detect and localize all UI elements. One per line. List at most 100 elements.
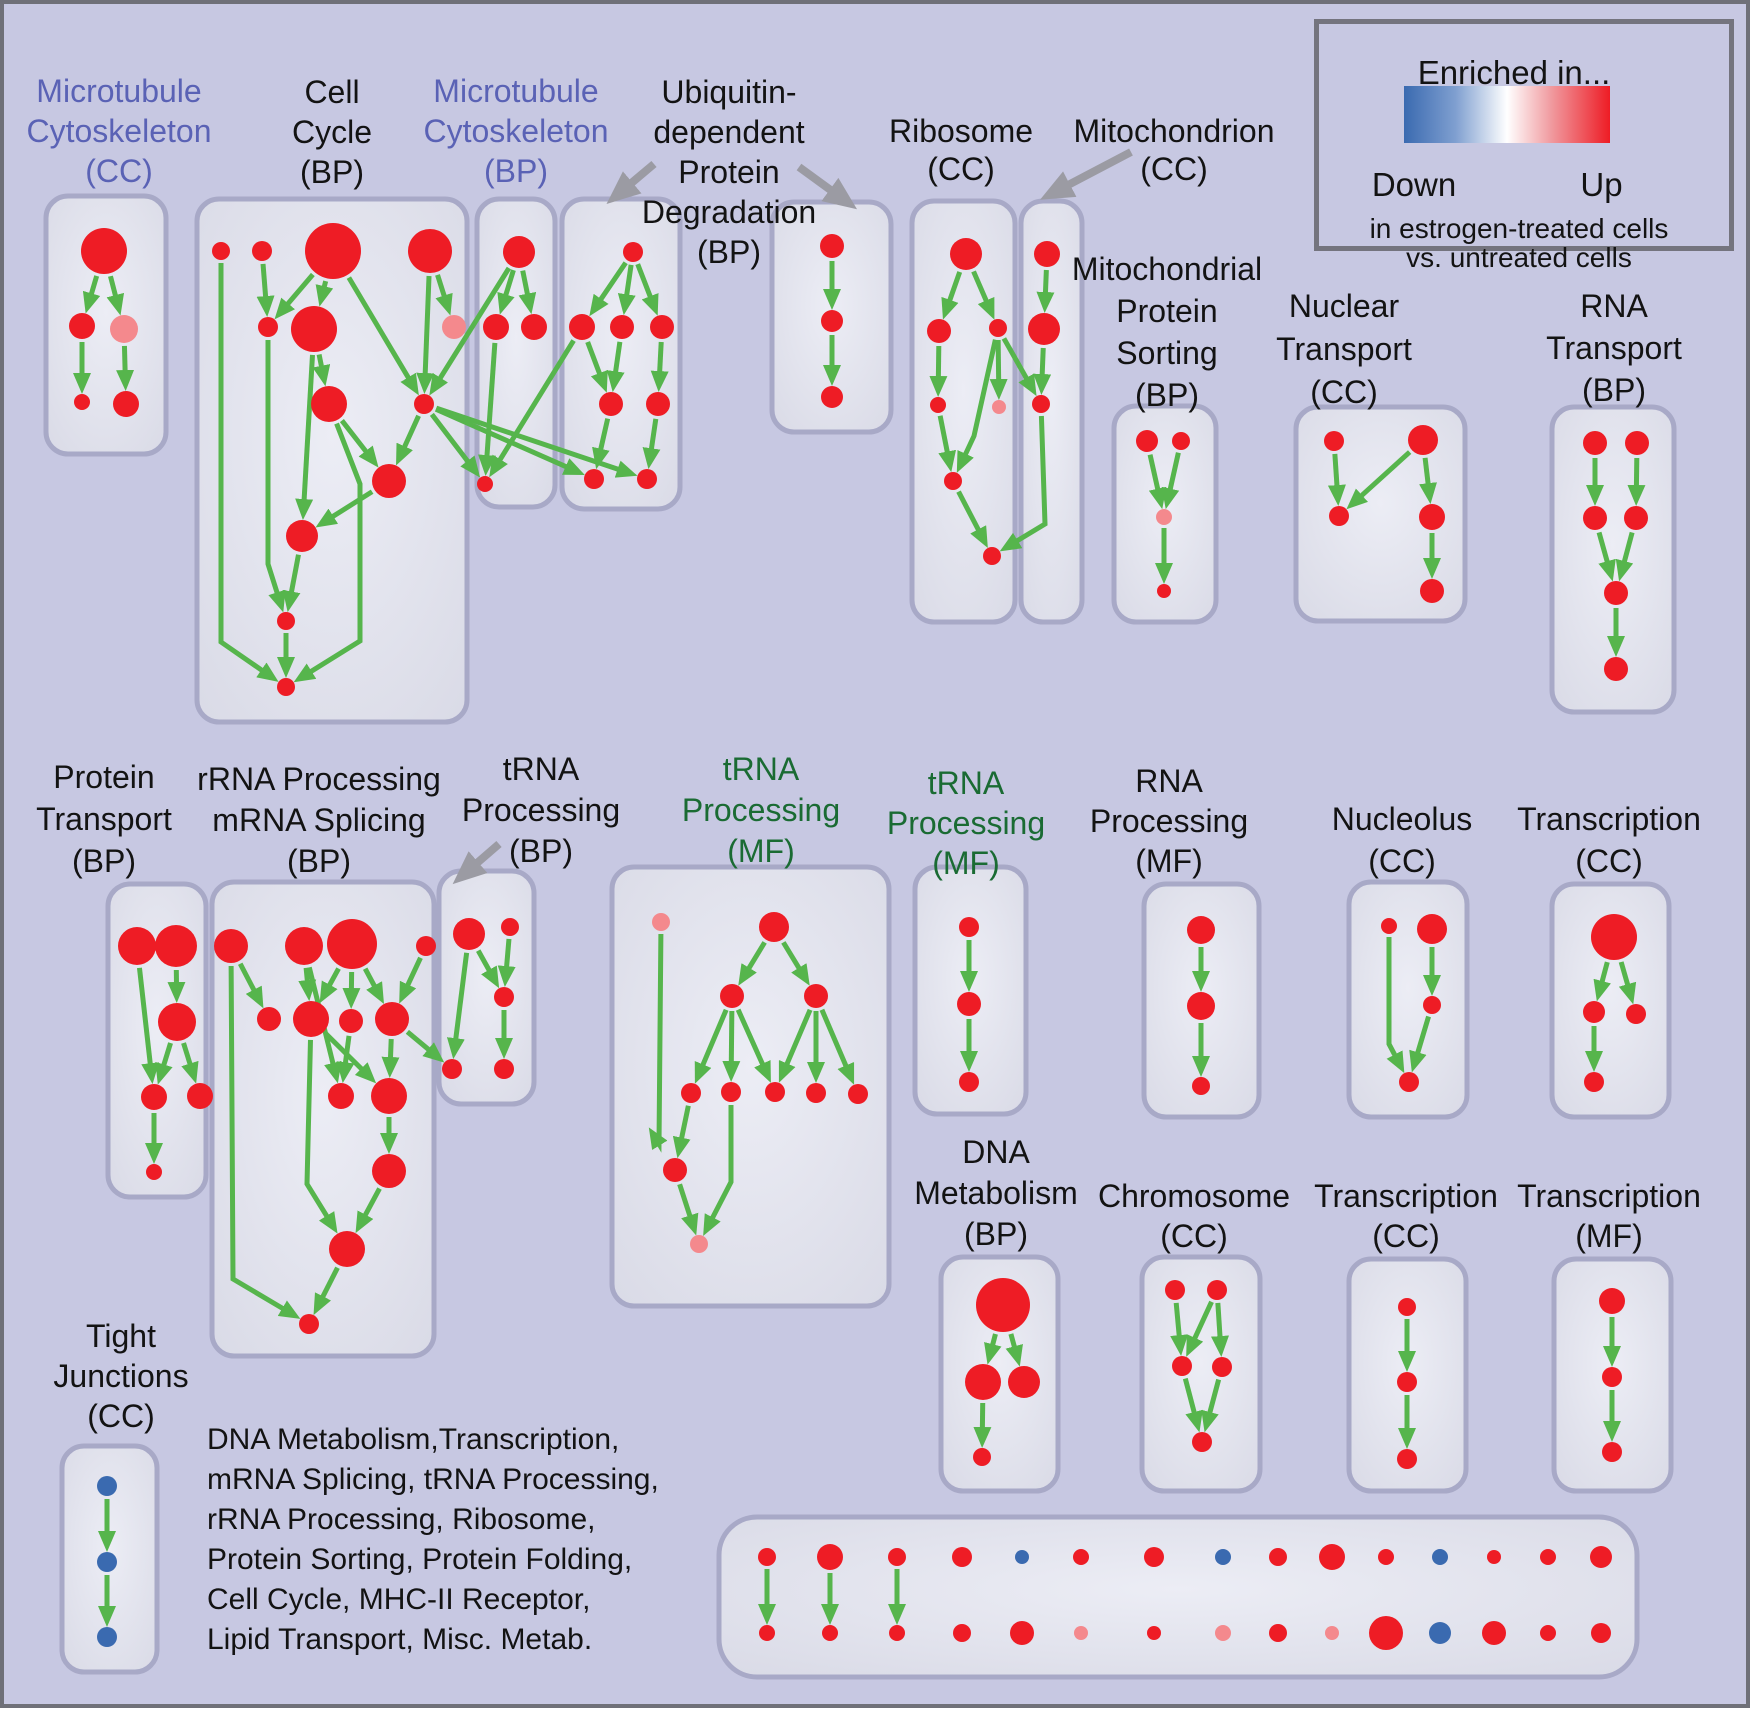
edge-nuctrans-1-2 — [1346, 450, 1412, 510]
edge-rrna-0-12 — [228, 965, 301, 1319]
gene-node-trnamf1-4 — [681, 1083, 701, 1103]
gene-node-tightjunc-1 — [97, 1552, 117, 1572]
gene-node-mtbp-2 — [521, 314, 547, 340]
gene-node-bottombox-13 — [1147, 1626, 1161, 1640]
gene-node-rnatrans-5 — [1604, 657, 1628, 681]
gene-node-nuctrans-1 — [1408, 425, 1438, 455]
edge-rrna-5-11 — [304, 1039, 338, 1234]
cluster-box-dnametab — [938, 1254, 1061, 1494]
label-tight-junctions: Tight Junctions (CC) — [53, 1318, 188, 1434]
edge-cellcycle-2-4 — [274, 272, 315, 320]
edge-cross-ribosome-2-mito-2 — [1001, 337, 1037, 397]
nodes — [69, 223, 1649, 1650]
label-transcription-cc-3: Transcription (CC) — [1314, 1178, 1498, 1254]
edge-mtbp-0-2 — [518, 270, 537, 315]
gene-node-cellcycle-10 — [286, 520, 318, 552]
edge-trnamf1-4-9 — [672, 1105, 691, 1159]
gene-node-ubiq1-3 — [650, 315, 674, 339]
edge-cellcycle-7-9 — [339, 419, 379, 468]
gene-node-cellcycle-8 — [414, 394, 434, 414]
gene-node-chromosome-1 — [1207, 1280, 1227, 1300]
edge-prottrans-2-4 — [181, 1042, 199, 1084]
edge-mps-0-2 — [1147, 454, 1167, 510]
gene-node-mtbp-0 — [503, 236, 535, 268]
edge-cellcycle-4-11 — [265, 340, 286, 613]
label-rna-transport: RNA Transport (BP) — [1546, 288, 1682, 408]
gene-node-nuctrans-4 — [1420, 579, 1444, 603]
cluster-boxes — [43, 193, 1677, 1680]
gene-node-transcc3-1 — [1397, 1372, 1417, 1392]
legend-box: Enriched in... Down Up in estrogen-treat… — [1314, 19, 1734, 273]
edge-prottrans-0-3 — [136, 967, 160, 1085]
gene-node-nuctrans-3 — [1419, 504, 1445, 530]
cluster-box-prottrans — [105, 881, 209, 1200]
gene-node-rnatrans-4 — [1604, 581, 1628, 605]
label-protein-transport: Protein Transport (BP) — [36, 759, 172, 879]
edge-cellcycle-9-10 — [315, 489, 374, 528]
edge-chromosome-0-2 — [1170, 1302, 1189, 1357]
pointer-to-ubiquitin-box1 — [606, 160, 657, 204]
gene-node-bottombox-1 — [759, 1625, 775, 1641]
label-transcription-cc-mid: Transcription (CC) — [1517, 801, 1701, 879]
gene-node-mps-1 — [1172, 432, 1190, 450]
edges — [72, 261, 1646, 1627]
edge-trnamf1-1-3 — [781, 941, 810, 986]
edge-nucleolus-2-3 — [1409, 1015, 1431, 1073]
edge-dnametab-0-2 — [1005, 1333, 1023, 1367]
gene-node-mtcc-1 — [69, 313, 95, 339]
gene-node-trnamf2-2 — [959, 1072, 979, 1092]
edge-rrna-2-7 — [362, 967, 385, 1004]
gene-node-bottombox-15 — [1215, 1625, 1231, 1641]
edge-rrna-11-12 — [313, 1266, 340, 1316]
gene-node-bottombox-2 — [817, 1544, 843, 1570]
gene-node-transccmid-2 — [1626, 1004, 1646, 1024]
gene-node-bottombox-10 — [1073, 1549, 1089, 1565]
gene-node-ubiq1-2 — [610, 315, 634, 339]
gene-node-dnametab-3 — [973, 1448, 991, 1466]
note-line: Cell Cycle, MHC-II Receptor, — [207, 1583, 591, 1616]
edge-cellcycle-7-12 — [293, 422, 363, 683]
gene-node-tightjunc-0 — [97, 1476, 117, 1496]
label-ubiquitin: Ubiquitin-dependent Protein Degradation (BP… — [642, 74, 816, 270]
gene-node-trnamf2-0 — [959, 917, 979, 937]
gene-node-nucleolus-1 — [1417, 914, 1447, 944]
gene-node-prottrans-2 — [158, 1003, 196, 1041]
gene-node-trnabp-4 — [494, 1059, 514, 1079]
gene-node-trnabp-3 — [442, 1059, 462, 1079]
gene-node-prottrans-1 — [155, 925, 197, 967]
edge-mtcc-0-1 — [82, 275, 101, 314]
gene-node-cellcycle-1 — [252, 241, 272, 261]
label-mito-protein-sorting: Mitochondrial Protein Sorting (BP) — [1072, 251, 1262, 413]
gene-node-dnametab-1 — [965, 1364, 1001, 1400]
gene-node-trnamf1-10 — [690, 1235, 708, 1253]
gene-node-mtbp-3 — [477, 476, 493, 492]
label-trna-processing-bp: tRNA Processing (BP) — [462, 751, 620, 869]
label-cell-cycle: Cell Cycle (BP) — [292, 74, 372, 190]
gene-node-mtbp-1 — [483, 314, 509, 340]
gene-node-trnamf1-2 — [720, 984, 744, 1008]
pointer-to-mitochondrion-box — [1040, 148, 1133, 200]
gene-node-ubiq1-7 — [646, 392, 670, 416]
edge-cellcycle-0-12 — [218, 263, 279, 682]
gene-node-ribosome-6 — [983, 547, 1001, 565]
gene-node-rnaproc-2 — [1192, 1077, 1210, 1095]
gene-node-bottombox-0 — [758, 1548, 776, 1566]
gene-node-nucleolus-0 — [1381, 918, 1397, 934]
edge-cellcycle-3-6 — [435, 274, 453, 316]
gene-node-rrna-5 — [293, 1001, 329, 1037]
gene-node-ribosome-5 — [944, 472, 962, 490]
gene-node-trnamf2-1 — [957, 992, 981, 1016]
label-dna-metabolism: DNA Metabolism (BP) — [914, 1134, 1078, 1252]
gene-node-chromosome-3 — [1212, 1357, 1232, 1377]
gene-node-ubiq2-2 — [821, 386, 843, 408]
gene-node-transmf3-2 — [1602, 1442, 1622, 1462]
edge-ubiq1-7-6 — [642, 418, 661, 470]
note-line: Protein Sorting, Protein Folding, — [207, 1543, 633, 1576]
edge-transccmid-0-2 — [1618, 961, 1637, 1005]
edge-mtcc-0-2 — [106, 275, 125, 316]
note-line: mRNA Splicing, tRNA Processing, — [207, 1463, 659, 1496]
gene-node-cellcycle-7 — [311, 386, 347, 422]
edge-trnabp-0-3 — [446, 952, 470, 1060]
gene-node-trnamf1-9 — [663, 1158, 687, 1182]
gene-node-mito-0 — [1034, 241, 1060, 267]
